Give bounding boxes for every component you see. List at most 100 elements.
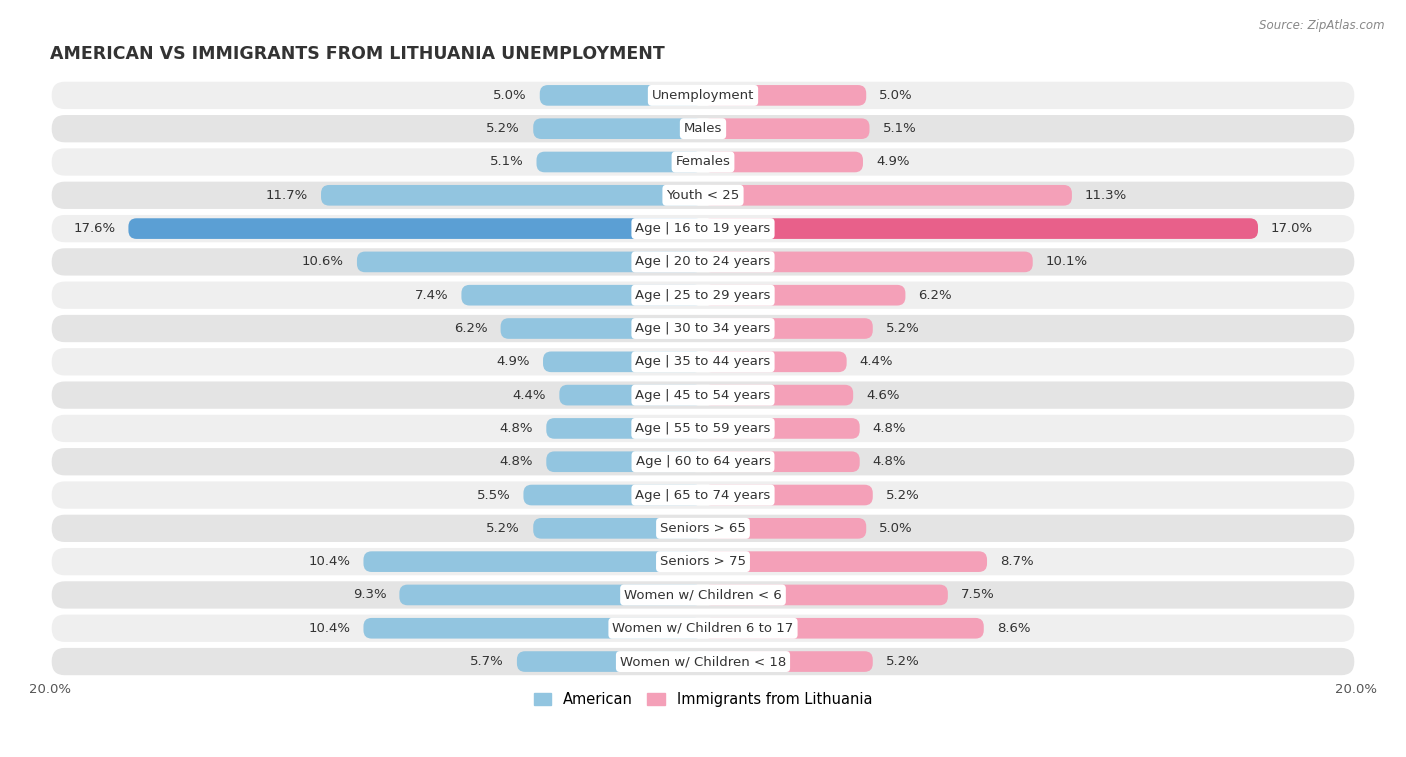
Legend: American, Immigrants from Lithuania: American, Immigrants from Lithuania xyxy=(529,686,877,713)
Text: 8.6%: 8.6% xyxy=(997,621,1031,635)
FancyBboxPatch shape xyxy=(703,185,1071,206)
FancyBboxPatch shape xyxy=(517,651,703,672)
Text: Age | 45 to 54 years: Age | 45 to 54 years xyxy=(636,388,770,402)
FancyBboxPatch shape xyxy=(547,418,703,439)
Text: 5.1%: 5.1% xyxy=(489,155,523,169)
Text: 5.2%: 5.2% xyxy=(486,122,520,136)
FancyBboxPatch shape xyxy=(52,415,1354,442)
Text: Age | 55 to 59 years: Age | 55 to 59 years xyxy=(636,422,770,435)
FancyBboxPatch shape xyxy=(501,318,703,339)
Text: 5.0%: 5.0% xyxy=(879,89,912,102)
FancyBboxPatch shape xyxy=(399,584,703,606)
FancyBboxPatch shape xyxy=(52,348,1354,375)
Text: 17.6%: 17.6% xyxy=(73,222,115,235)
FancyBboxPatch shape xyxy=(52,182,1354,209)
Text: 5.0%: 5.0% xyxy=(879,522,912,535)
FancyBboxPatch shape xyxy=(703,85,866,106)
FancyBboxPatch shape xyxy=(52,282,1354,309)
Text: 17.0%: 17.0% xyxy=(1271,222,1313,235)
FancyBboxPatch shape xyxy=(540,85,703,106)
Text: 5.7%: 5.7% xyxy=(470,655,503,668)
FancyBboxPatch shape xyxy=(52,115,1354,142)
FancyBboxPatch shape xyxy=(52,448,1354,475)
Text: 4.9%: 4.9% xyxy=(496,355,530,369)
FancyBboxPatch shape xyxy=(703,551,987,572)
Text: 5.2%: 5.2% xyxy=(886,322,920,335)
Text: 11.3%: 11.3% xyxy=(1085,188,1128,202)
Text: 5.2%: 5.2% xyxy=(486,522,520,535)
Text: 6.2%: 6.2% xyxy=(918,288,952,302)
FancyBboxPatch shape xyxy=(543,351,703,372)
Text: Seniors > 75: Seniors > 75 xyxy=(659,555,747,569)
FancyBboxPatch shape xyxy=(703,385,853,406)
FancyBboxPatch shape xyxy=(52,481,1354,509)
Text: Age | 30 to 34 years: Age | 30 to 34 years xyxy=(636,322,770,335)
FancyBboxPatch shape xyxy=(703,285,905,306)
FancyBboxPatch shape xyxy=(52,215,1354,242)
Text: Unemployment: Unemployment xyxy=(652,89,754,102)
Text: Females: Females xyxy=(675,155,731,169)
Text: Women w/ Children 6 to 17: Women w/ Children 6 to 17 xyxy=(613,621,793,635)
Text: 7.4%: 7.4% xyxy=(415,288,449,302)
FancyBboxPatch shape xyxy=(52,581,1354,609)
Text: 4.4%: 4.4% xyxy=(513,388,547,402)
Text: 8.7%: 8.7% xyxy=(1000,555,1033,569)
Text: 7.5%: 7.5% xyxy=(960,588,994,602)
Text: 4.8%: 4.8% xyxy=(873,422,907,435)
Text: Males: Males xyxy=(683,122,723,136)
Text: 10.4%: 10.4% xyxy=(308,621,350,635)
FancyBboxPatch shape xyxy=(364,618,703,639)
FancyBboxPatch shape xyxy=(547,451,703,472)
FancyBboxPatch shape xyxy=(703,251,1033,273)
FancyBboxPatch shape xyxy=(703,651,873,672)
Text: 4.8%: 4.8% xyxy=(873,455,907,469)
FancyBboxPatch shape xyxy=(523,484,703,506)
FancyBboxPatch shape xyxy=(461,285,703,306)
Text: 4.9%: 4.9% xyxy=(876,155,910,169)
FancyBboxPatch shape xyxy=(703,484,873,506)
Text: 5.5%: 5.5% xyxy=(477,488,510,502)
FancyBboxPatch shape xyxy=(703,451,859,472)
Text: Source: ZipAtlas.com: Source: ZipAtlas.com xyxy=(1260,19,1385,32)
FancyBboxPatch shape xyxy=(52,548,1354,575)
FancyBboxPatch shape xyxy=(52,315,1354,342)
FancyBboxPatch shape xyxy=(560,385,703,406)
Text: Age | 25 to 29 years: Age | 25 to 29 years xyxy=(636,288,770,302)
FancyBboxPatch shape xyxy=(52,648,1354,675)
FancyBboxPatch shape xyxy=(703,118,869,139)
FancyBboxPatch shape xyxy=(703,418,859,439)
Text: 5.2%: 5.2% xyxy=(886,488,920,502)
Text: 9.3%: 9.3% xyxy=(353,588,387,602)
Text: Age | 35 to 44 years: Age | 35 to 44 years xyxy=(636,355,770,369)
Text: 10.1%: 10.1% xyxy=(1046,255,1088,269)
FancyBboxPatch shape xyxy=(128,218,703,239)
FancyBboxPatch shape xyxy=(357,251,703,273)
FancyBboxPatch shape xyxy=(52,248,1354,276)
Text: Age | 20 to 24 years: Age | 20 to 24 years xyxy=(636,255,770,269)
FancyBboxPatch shape xyxy=(703,518,866,539)
FancyBboxPatch shape xyxy=(703,218,1258,239)
FancyBboxPatch shape xyxy=(52,82,1354,109)
Text: 10.6%: 10.6% xyxy=(302,255,344,269)
Text: 5.2%: 5.2% xyxy=(886,655,920,668)
Text: 10.4%: 10.4% xyxy=(308,555,350,569)
Text: Age | 16 to 19 years: Age | 16 to 19 years xyxy=(636,222,770,235)
FancyBboxPatch shape xyxy=(364,551,703,572)
Text: 4.4%: 4.4% xyxy=(859,355,893,369)
FancyBboxPatch shape xyxy=(703,618,984,639)
Text: 5.0%: 5.0% xyxy=(494,89,527,102)
FancyBboxPatch shape xyxy=(533,518,703,539)
Text: 6.2%: 6.2% xyxy=(454,322,488,335)
Text: AMERICAN VS IMMIGRANTS FROM LITHUANIA UNEMPLOYMENT: AMERICAN VS IMMIGRANTS FROM LITHUANIA UN… xyxy=(51,45,665,64)
Text: Women w/ Children < 18: Women w/ Children < 18 xyxy=(620,655,786,668)
Text: 5.1%: 5.1% xyxy=(883,122,917,136)
FancyBboxPatch shape xyxy=(537,151,703,173)
Text: Seniors > 65: Seniors > 65 xyxy=(659,522,747,535)
FancyBboxPatch shape xyxy=(321,185,703,206)
Text: Age | 60 to 64 years: Age | 60 to 64 years xyxy=(636,455,770,469)
FancyBboxPatch shape xyxy=(703,351,846,372)
Text: 11.7%: 11.7% xyxy=(266,188,308,202)
Text: Age | 65 to 74 years: Age | 65 to 74 years xyxy=(636,488,770,502)
FancyBboxPatch shape xyxy=(52,148,1354,176)
Text: Women w/ Children < 6: Women w/ Children < 6 xyxy=(624,588,782,602)
